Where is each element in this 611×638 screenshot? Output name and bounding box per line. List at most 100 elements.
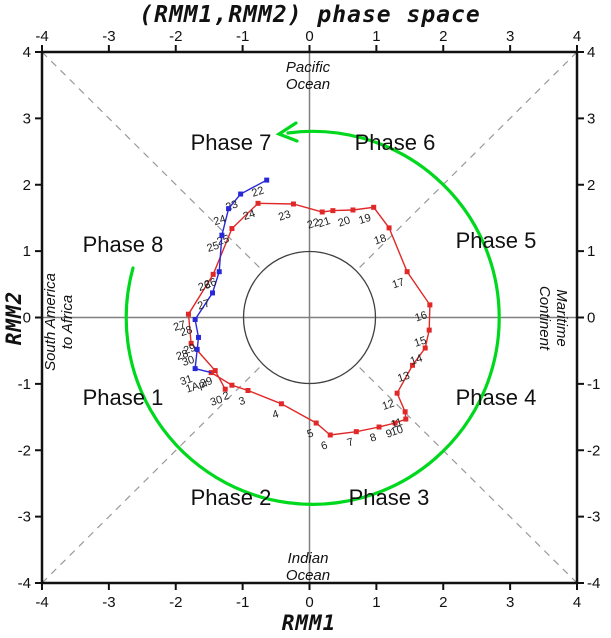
south-america-to-africa-label: South America to Africa — [42, 273, 76, 371]
red-track-date-label: 9 — [384, 427, 394, 440]
tick-label-top: -1 — [236, 28, 249, 45]
red-track-date-label: 26 — [197, 279, 212, 294]
blue-track-date-label: 26 — [203, 276, 218, 291]
tick-label-left: 3 — [23, 110, 31, 127]
red-track-point — [386, 225, 392, 231]
red-track-point — [212, 368, 218, 374]
tick-label-top: -3 — [102, 28, 115, 45]
red-track-point — [255, 200, 261, 206]
red-track-point — [327, 432, 333, 438]
axis-cross-lines — [42, 52, 577, 583]
red-track-point — [319, 209, 325, 215]
red-track-date-label: 5 — [306, 427, 316, 440]
pacific-ocean-line2: Ocean — [285, 76, 331, 93]
phase-5-label: Phase 5 — [455, 228, 537, 253]
red-track-date-label: 22 — [306, 216, 321, 231]
blue-track-point — [264, 177, 270, 183]
red-track-date-label: 14 — [409, 352, 424, 367]
plot-title: (RMM1,RMM2) phase space — [139, 2, 481, 28]
south-america-line2: to Africa — [59, 294, 76, 350]
red-track-date-label: 10 — [389, 423, 404, 438]
red-track-date-label: 16 — [413, 309, 428, 324]
red-track-point — [403, 416, 409, 422]
tick-label-left: 4 — [23, 44, 31, 61]
tick-label-top: 4 — [573, 28, 581, 45]
phase-7-label: Phase 7 — [190, 130, 272, 155]
blue-track-date-label: 23 — [224, 198, 239, 213]
red-track-date-label: 12 — [381, 398, 396, 413]
red-track-point — [229, 226, 235, 232]
tick-label-right: 1 — [587, 243, 595, 260]
tick-label-right: -2 — [587, 442, 600, 459]
red-track-point — [245, 388, 251, 394]
red-track-point — [371, 204, 377, 210]
tick-label-right: 3 — [587, 110, 595, 127]
red-track-date-label: 15 — [413, 335, 428, 350]
tick-label-bottom: 4 — [573, 594, 581, 611]
indian-ocean-line1: Indian — [287, 550, 329, 567]
x-axis-title: RMM1 — [281, 611, 337, 635]
red-track-point — [427, 302, 433, 308]
red-track-date-label: 21 — [316, 215, 331, 230]
red-track-date-label: 28 — [175, 348, 190, 363]
tick-label-bottom: 2 — [439, 594, 447, 611]
pacific-ocean-label: Pacific Ocean — [286, 59, 330, 93]
tick-label-bottom: -3 — [102, 594, 115, 611]
blue-track-point — [210, 290, 216, 296]
red-track-point — [350, 207, 356, 213]
red-track-date-label: 3 — [237, 395, 247, 408]
red-track-date-label: 7 — [346, 436, 356, 449]
red-track-date-label: 2 — [221, 390, 231, 403]
red-track-date-label: 19 — [357, 212, 372, 227]
tick-label-right: -4 — [587, 575, 600, 592]
tick-label-top: 1 — [372, 28, 380, 45]
red-track-point — [394, 390, 400, 396]
red-track-point — [404, 269, 410, 275]
blue-track-point — [192, 366, 198, 372]
maritime-continent-label: Maritime Continent — [536, 286, 570, 350]
tick-label-top: 2 — [439, 28, 447, 45]
tick-label-top: -2 — [169, 28, 182, 45]
tick-label-top: -4 — [35, 28, 48, 45]
red-track-point — [330, 208, 336, 214]
tick-label-left: 0 — [23, 310, 31, 327]
red-track-date-label: 6 — [320, 439, 330, 452]
red-track-point — [392, 420, 398, 426]
tick-label-right: -3 — [587, 509, 600, 526]
phase-1-label: Phase 1 — [82, 385, 164, 410]
red-track-date-label: 18 — [373, 232, 388, 247]
axis-ticks — [35, 45, 584, 590]
tick-label-bottom: 3 — [506, 594, 514, 611]
red-track-point — [229, 382, 235, 388]
indian-ocean-label: Indian Ocean — [286, 550, 330, 584]
tick-label-left: -3 — [18, 509, 31, 526]
tick-label-left: -4 — [18, 575, 31, 592]
red-track-date-label: 17 — [391, 276, 406, 291]
phase-3-label: Phase 3 — [348, 485, 430, 510]
phase-4-label: Phase 4 — [455, 385, 537, 410]
red-track-date-label: 11 — [389, 416, 404, 431]
blue-track-point — [219, 232, 225, 238]
blue-track-date-label: 25 — [205, 240, 220, 255]
phase-6-label: Phase 6 — [354, 130, 436, 155]
red-track-date-label: 27 — [172, 319, 187, 334]
tick-label-top: 0 — [305, 28, 313, 45]
tick-label-bottom: 1 — [372, 594, 380, 611]
tick-label-right: 2 — [587, 177, 595, 194]
south-america-line1: South America — [42, 273, 59, 371]
red-track-date-label: 30 — [209, 394, 224, 409]
red-track-point — [409, 362, 415, 368]
red-track-date-label: 29 — [199, 375, 214, 390]
blue-track-point — [195, 334, 201, 340]
blue-track-date-label: 27 — [196, 297, 211, 312]
phase-8-label: Phase 8 — [82, 232, 164, 257]
indian-ocean-line2: Ocean — [285, 567, 331, 584]
red-track-point — [185, 311, 191, 317]
y-axis-title: RMM2 — [2, 290, 26, 346]
tick-label-bottom: -2 — [169, 594, 182, 611]
blue-track-date-label: 30 — [181, 354, 196, 369]
red-track-date-label: 25 — [215, 233, 230, 248]
red-track-point — [278, 401, 284, 407]
